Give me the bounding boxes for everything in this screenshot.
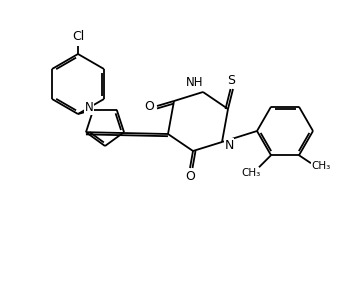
Text: NH: NH (186, 76, 204, 88)
Text: N: N (224, 138, 234, 151)
Text: Cl: Cl (72, 29, 84, 43)
Text: CH₃: CH₃ (241, 168, 261, 178)
Text: O: O (185, 170, 195, 183)
Text: N: N (85, 101, 94, 114)
Text: O: O (144, 99, 154, 113)
Text: S: S (227, 74, 235, 86)
Text: CH₃: CH₃ (311, 161, 331, 171)
